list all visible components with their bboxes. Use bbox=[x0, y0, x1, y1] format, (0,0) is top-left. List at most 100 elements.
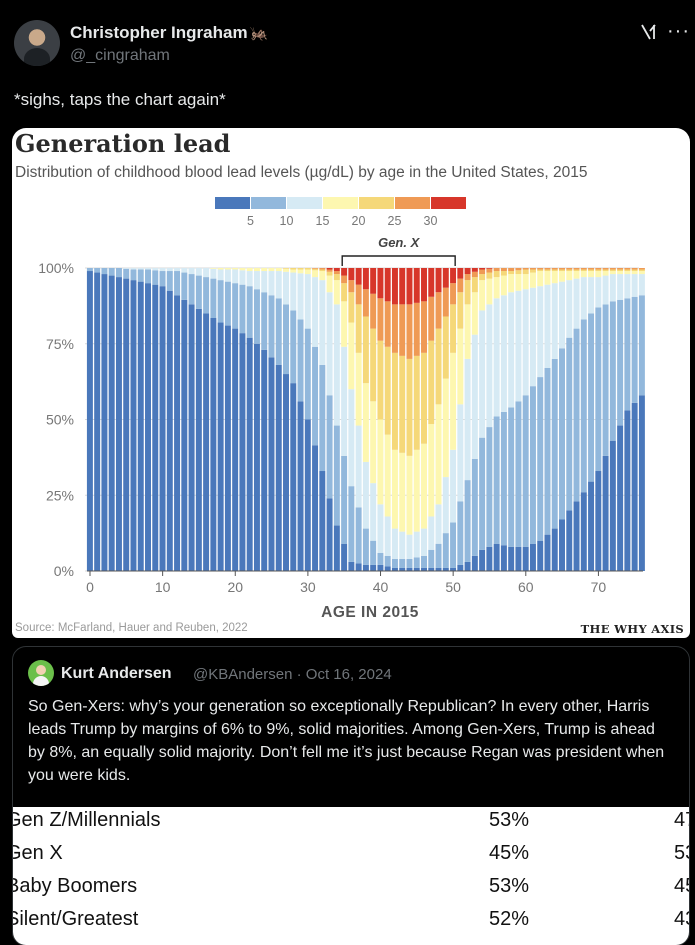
bar-segment bbox=[486, 272, 493, 279]
bar-segment bbox=[210, 268, 217, 269]
bar-segment bbox=[348, 322, 355, 390]
bar-segment bbox=[195, 268, 202, 276]
bar-segment bbox=[457, 292, 464, 329]
bar-segment bbox=[377, 419, 384, 505]
bar-segment bbox=[115, 277, 122, 571]
bar-segment bbox=[428, 268, 435, 297]
bar-segment bbox=[638, 395, 645, 571]
bar-segment bbox=[384, 346, 391, 435]
bar-segment bbox=[450, 304, 457, 353]
tweet-text: *sighs, taps the chart again* bbox=[14, 90, 226, 109]
bar-segment bbox=[413, 567, 420, 571]
bar-segment bbox=[428, 567, 435, 571]
bar-segment bbox=[319, 271, 326, 281]
bar-segment bbox=[471, 334, 478, 459]
bar-segment bbox=[471, 458, 478, 556]
bar-segment bbox=[341, 346, 348, 456]
bar-segment bbox=[377, 552, 384, 565]
bar-segment bbox=[246, 268, 253, 272]
bar-segment bbox=[159, 268, 166, 272]
bar-segment bbox=[406, 304, 413, 359]
bar-segment bbox=[421, 268, 427, 302]
bar-segment bbox=[355, 352, 362, 426]
bar-segment bbox=[362, 268, 369, 290]
bar-segment bbox=[595, 277, 602, 308]
bar-segment bbox=[450, 283, 457, 305]
bar-segment bbox=[428, 516, 435, 550]
table-row: Gen Z/Millennials 53% 47 bbox=[13, 809, 689, 841]
legend-label: 15 bbox=[316, 214, 330, 228]
author-display-name[interactable]: Christopher Ingraham 🦗 bbox=[70, 23, 269, 42]
bar-segment bbox=[529, 272, 536, 288]
bar-segment bbox=[159, 271, 166, 287]
legend-swatch bbox=[251, 197, 286, 209]
bar-segment bbox=[464, 480, 471, 562]
more-icon[interactable]: ··· bbox=[667, 20, 690, 42]
bar-segment bbox=[391, 449, 398, 529]
bar-segment bbox=[508, 292, 515, 408]
bar-segment bbox=[559, 348, 565, 520]
bar-segment bbox=[123, 278, 130, 571]
bar-segment bbox=[522, 289, 529, 396]
quoted-tweet-text: So Gen-Xers: why’s your generation so ex… bbox=[28, 698, 665, 784]
bar-segment bbox=[94, 272, 101, 571]
bar-segment bbox=[341, 543, 348, 571]
table-row: Silent/Greatest 52% 43 bbox=[13, 908, 689, 940]
bar-segment bbox=[130, 268, 137, 270]
bar-segment bbox=[391, 558, 398, 568]
bar-segment bbox=[493, 268, 500, 272]
row-harris: 52% bbox=[489, 908, 530, 930]
bar-segment bbox=[348, 561, 355, 571]
bar-segment bbox=[297, 319, 304, 402]
author-avatar[interactable] bbox=[14, 20, 60, 66]
bar-segment bbox=[573, 278, 580, 329]
bar-segment bbox=[297, 268, 304, 270]
bar-segment bbox=[370, 483, 377, 541]
bar-segment bbox=[544, 284, 551, 368]
bar-segment bbox=[108, 268, 115, 276]
bar-segment bbox=[217, 280, 224, 323]
bar-segment bbox=[413, 449, 420, 532]
bar-segment bbox=[609, 274, 616, 302]
bar-segment bbox=[638, 268, 645, 270]
x-tick-label: 10 bbox=[155, 579, 171, 595]
bar-segment bbox=[275, 364, 282, 571]
row-group: Silent/Greatest bbox=[13, 908, 139, 930]
bar-segment bbox=[391, 304, 398, 353]
grok-icon[interactable] bbox=[639, 22, 659, 42]
bar-segment bbox=[377, 340, 384, 420]
bar-segment bbox=[500, 268, 507, 272]
bar-segment bbox=[261, 349, 268, 571]
bar-segment bbox=[559, 268, 565, 270]
bar-segment bbox=[595, 269, 602, 272]
bar-segment bbox=[450, 449, 457, 523]
bar-segment bbox=[370, 401, 377, 484]
bar-segment bbox=[544, 271, 551, 285]
author-handle[interactable]: @_cingraham bbox=[70, 47, 170, 64]
chart-brand-logo: THE WHY AXIS bbox=[580, 622, 684, 636]
bar-segment bbox=[239, 284, 246, 334]
legend-label: 30 bbox=[424, 214, 438, 228]
bar-segment bbox=[362, 289, 369, 317]
bar-segment bbox=[421, 352, 427, 444]
legend-label: 10 bbox=[280, 214, 294, 228]
bar-segment bbox=[123, 268, 130, 269]
bar-segment bbox=[174, 268, 181, 272]
bar-segment bbox=[261, 268, 268, 272]
legend-swatch bbox=[323, 197, 358, 209]
bar-segment bbox=[493, 416, 500, 544]
bar-segment bbox=[399, 452, 406, 532]
chart-image[interactable]: Generation lead Distribution of childhoo… bbox=[12, 128, 690, 638]
bar-segment bbox=[384, 566, 391, 571]
bar-segment bbox=[210, 268, 217, 279]
bar-segment bbox=[159, 286, 166, 571]
quoted-tweet[interactable]: Kurt Andersen @KBAndersen · Oct 16, 2024… bbox=[12, 646, 690, 945]
bar-segment bbox=[333, 304, 340, 426]
bar-segment bbox=[108, 275, 115, 571]
bar-segment bbox=[602, 275, 609, 305]
bar-segment bbox=[384, 516, 391, 556]
table-row: Baby Boomers 53% 45 bbox=[13, 875, 689, 907]
lead-chart: 0% 25% 50% 75% 100% 0 10 20 30 40 50 60 70 AGE IN 201… bbox=[38, 197, 645, 621]
bar-segment bbox=[123, 268, 130, 279]
poll-results-table[interactable]: Gen Z/Millennials 53% 47 Gen X 45% 53 Ba… bbox=[13, 807, 689, 945]
